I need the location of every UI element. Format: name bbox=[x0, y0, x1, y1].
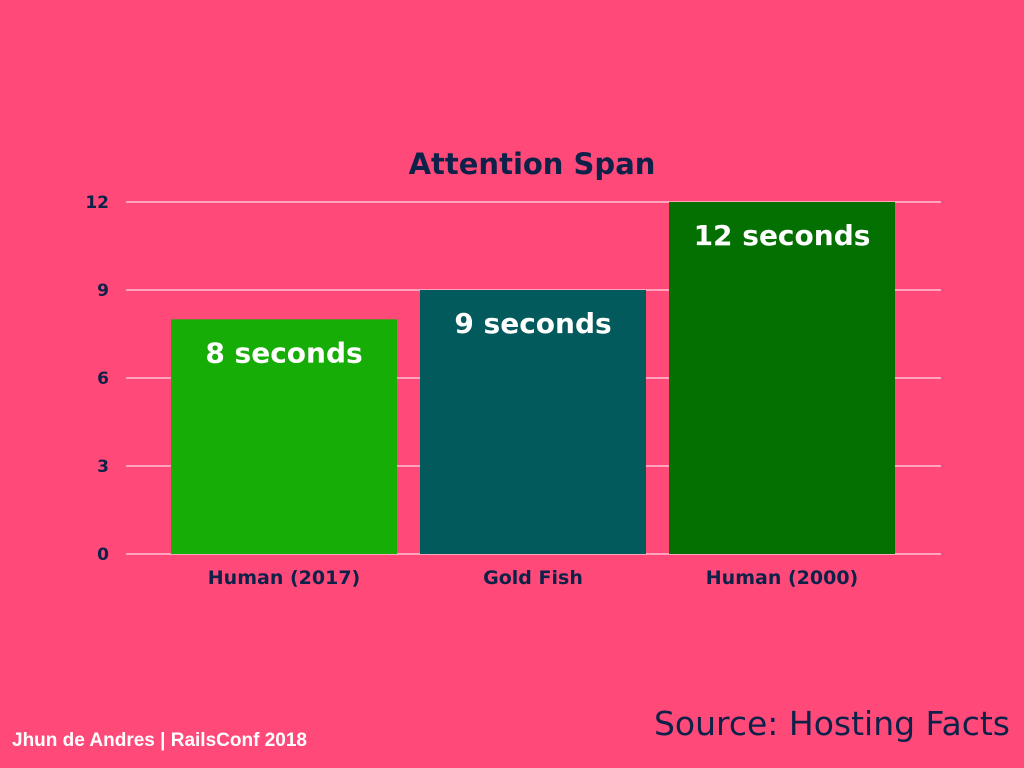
footer-author: Jhun de Andres | RailsConf 2018 bbox=[12, 730, 307, 751]
y-tick-label: 0 bbox=[97, 545, 109, 565]
data-label-1: 9 seconds bbox=[454, 307, 611, 340]
y-axis-ticks: 0 3 6 9 12 bbox=[85, 193, 109, 565]
data-labels: 8 seconds 9 seconds 12 seconds bbox=[205, 219, 870, 369]
bar-2 bbox=[669, 202, 895, 554]
y-tick-label: 6 bbox=[97, 369, 109, 389]
bar-0 bbox=[171, 319, 397, 554]
y-tick-label: 12 bbox=[85, 193, 109, 213]
x-axis-categories: Human (2017) Gold Fish Human (2000) bbox=[208, 567, 858, 589]
data-label-0: 8 seconds bbox=[205, 336, 362, 369]
category-label-1: Gold Fish bbox=[483, 567, 583, 589]
category-label-2: Human (2000) bbox=[706, 567, 858, 589]
data-label-2: 12 seconds bbox=[694, 219, 871, 252]
bar-1 bbox=[420, 290, 646, 554]
y-tick-label: 9 bbox=[97, 281, 109, 301]
footer-source: Source: Hosting Facts bbox=[653, 704, 1010, 743]
bars bbox=[171, 202, 895, 554]
y-tick-label: 3 bbox=[97, 457, 109, 477]
category-label-0: Human (2017) bbox=[208, 567, 360, 589]
chart-title: Attention Span bbox=[409, 147, 656, 181]
